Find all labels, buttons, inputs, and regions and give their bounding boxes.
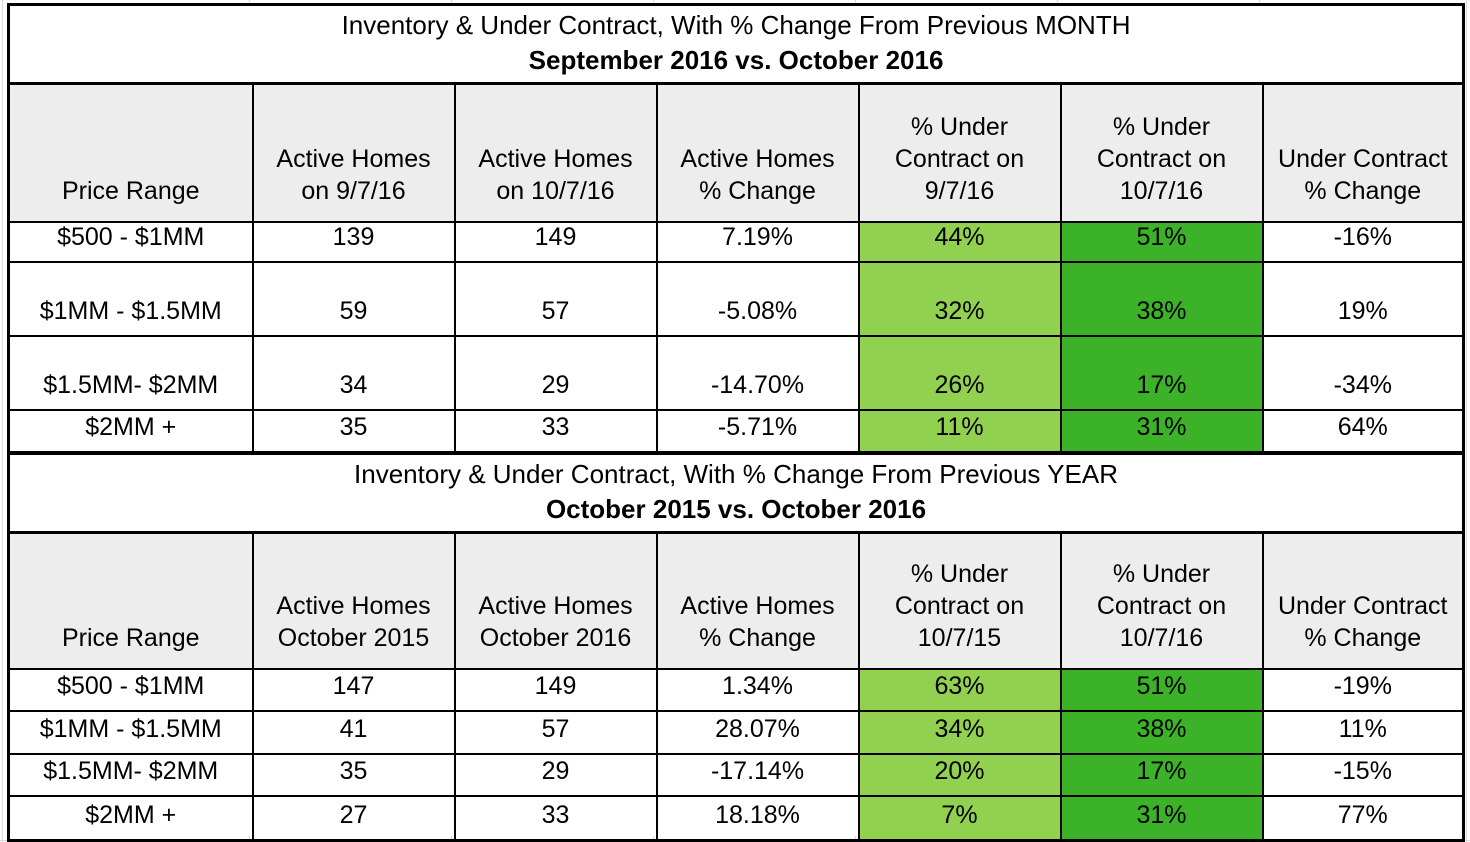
value-cell[interactable]: 34 <box>251 334 456 411</box>
value-cell[interactable]: -5.08% <box>655 260 860 337</box>
value-cell[interactable]: 19% <box>1261 260 1465 337</box>
value-cell[interactable]: 149 <box>453 220 658 263</box>
year-comparison-table: Inventory & Under Contract, With % Chang… <box>7 452 1466 842</box>
table-title: Inventory & Under Contract, With % Chang… <box>341 10 1131 40</box>
value-cell[interactable]: 149 <box>453 667 658 712</box>
row-label-cell[interactable]: $1MM - $1.5MM <box>7 709 254 755</box>
uc-prev-cell[interactable]: 63% <box>857 667 1062 712</box>
uc-prev-cell[interactable]: 34% <box>857 709 1062 755</box>
column-header-active-change[interactable]: Active Homes % Change <box>655 531 860 670</box>
row-label-cell[interactable]: $1MM - $1.5MM <box>7 260 254 337</box>
value-cell[interactable]: 59 <box>251 260 456 337</box>
table-row: $1MM - $1.5MM 41 57 28.07% 34% 38% 11% <box>7 709 1465 755</box>
column-header-uc-change[interactable]: Under Contract % Change <box>1261 82 1465 223</box>
table-title-cell[interactable]: Inventory & Under Contract, With % Chang… <box>7 452 1465 534</box>
value-cell[interactable]: -19% <box>1261 667 1465 712</box>
value-cell[interactable]: 147 <box>251 667 456 712</box>
uc-prev-cell[interactable]: 20% <box>857 752 1062 797</box>
spreadsheet-gridline <box>1259 0 1260 3</box>
value-cell[interactable]: 35 <box>251 752 456 797</box>
spreadsheet-gridline <box>653 0 654 3</box>
spreadsheet-gridline <box>2 0 3 842</box>
value-cell[interactable]: 11% <box>1261 709 1465 755</box>
value-cell[interactable]: 33 <box>453 408 658 454</box>
row-label-cell[interactable]: $2MM + <box>7 408 254 454</box>
column-header-active-current[interactable]: Active Homes on 10/7/16 <box>453 82 658 223</box>
row-label-cell[interactable]: $500 - $1MM <box>7 667 254 712</box>
value-cell[interactable]: 41 <box>251 709 456 755</box>
value-cell[interactable]: 28.07% <box>655 709 860 755</box>
uc-current-cell[interactable]: 38% <box>1059 260 1264 337</box>
table-row: $500 - $1MM 147 149 1.34% 63% 51% -19% <box>7 667 1465 712</box>
table-row: $2MM + 27 33 18.18% 7% 31% 77% <box>7 794 1465 842</box>
value-cell[interactable]: 64% <box>1261 408 1465 454</box>
uc-prev-cell[interactable]: 7% <box>857 794 1062 842</box>
column-header-active-prev[interactable]: Active Homes October 2015 <box>251 531 456 670</box>
uc-prev-cell[interactable]: 11% <box>857 408 1062 454</box>
table-title: Inventory & Under Contract, With % Chang… <box>354 459 1118 489</box>
row-label-cell[interactable]: $2MM + <box>7 794 254 842</box>
value-cell[interactable]: 1.34% <box>655 667 860 712</box>
uc-prev-cell[interactable]: 32% <box>857 260 1062 337</box>
column-header-active-prev[interactable]: Active Homes on 9/7/16 <box>251 82 456 223</box>
column-header-uc-change[interactable]: Under Contract % Change <box>1261 531 1465 670</box>
value-cell[interactable]: 35 <box>251 408 456 454</box>
table-title-cell[interactable]: Inventory & Under Contract, With % Chang… <box>7 3 1465 85</box>
uc-current-cell[interactable]: 31% <box>1059 408 1264 454</box>
spreadsheet-gridline <box>1466 0 1467 842</box>
value-cell[interactable]: 29 <box>453 752 658 797</box>
value-cell[interactable]: -15% <box>1261 752 1465 797</box>
table-row: $1MM - $1.5MM 59 57 -5.08% 32% 38% 19% <box>7 260 1465 337</box>
value-cell[interactable]: -16% <box>1261 220 1465 263</box>
value-cell[interactable]: -17.14% <box>655 752 860 797</box>
value-cell[interactable]: 77% <box>1261 794 1465 842</box>
table-subtitle: September 2016 vs. October 2016 <box>528 45 944 75</box>
column-header-uc-current[interactable]: % Under Contract on 10/7/16 <box>1059 82 1264 223</box>
table-row: $1.5MM- $2MM 34 29 -14.70% 26% 17% -34% <box>7 334 1465 411</box>
value-cell[interactable]: -34% <box>1261 334 1465 411</box>
spreadsheet-gridline <box>451 0 452 3</box>
uc-prev-cell[interactable]: 44% <box>857 220 1062 263</box>
uc-current-cell[interactable]: 51% <box>1059 220 1264 263</box>
uc-current-cell[interactable]: 17% <box>1059 752 1264 797</box>
value-cell[interactable]: 18.18% <box>655 794 860 842</box>
value-cell[interactable]: 139 <box>251 220 456 263</box>
uc-current-cell[interactable]: 38% <box>1059 709 1264 755</box>
column-header-price-range[interactable]: Price Range <box>7 82 254 223</box>
value-cell[interactable]: 7.19% <box>655 220 860 263</box>
value-cell[interactable]: 57 <box>453 709 658 755</box>
value-cell[interactable]: -14.70% <box>655 334 860 411</box>
table-row: $500 - $1MM 139 149 7.19% 44% 51% -16% <box>7 220 1465 263</box>
row-label-cell[interactable]: $1.5MM- $2MM <box>7 752 254 797</box>
spreadsheet-gridline <box>249 0 250 3</box>
table-row: $2MM + 35 33 -5.71% 11% 31% 64% <box>7 408 1465 454</box>
uc-prev-cell[interactable]: 26% <box>857 334 1062 411</box>
row-label-cell[interactable]: $500 - $1MM <box>7 220 254 263</box>
row-label-cell[interactable]: $1.5MM- $2MM <box>7 334 254 411</box>
value-cell[interactable]: 33 <box>453 794 658 842</box>
column-header-uc-prev[interactable]: % Under Contract on 10/7/15 <box>857 531 1062 670</box>
value-cell[interactable]: 29 <box>453 334 658 411</box>
table-row: $1.5MM- $2MM 35 29 -17.14% 20% 17% -15% <box>7 752 1465 797</box>
column-header-uc-current[interactable]: % Under Contract on 10/7/16 <box>1059 531 1264 670</box>
table-subtitle: October 2015 vs. October 2016 <box>545 494 927 524</box>
spreadsheet-gridline <box>855 0 856 3</box>
uc-current-cell[interactable]: 17% <box>1059 334 1264 411</box>
column-header-price-range[interactable]: Price Range <box>7 531 254 670</box>
column-header-uc-prev[interactable]: % Under Contract on 9/7/16 <box>857 82 1062 223</box>
spreadsheet-gridline <box>1057 0 1058 3</box>
value-cell[interactable]: -5.71% <box>655 408 860 454</box>
value-cell[interactable]: 57 <box>453 260 658 337</box>
uc-current-cell[interactable]: 31% <box>1059 794 1264 842</box>
column-header-active-change[interactable]: Active Homes % Change <box>655 82 860 223</box>
column-header-active-current[interactable]: Active Homes October 2016 <box>453 531 658 670</box>
month-comparison-table: Inventory & Under Contract, With % Chang… <box>7 3 1466 454</box>
uc-current-cell[interactable]: 51% <box>1059 667 1264 712</box>
value-cell[interactable]: 27 <box>251 794 456 842</box>
